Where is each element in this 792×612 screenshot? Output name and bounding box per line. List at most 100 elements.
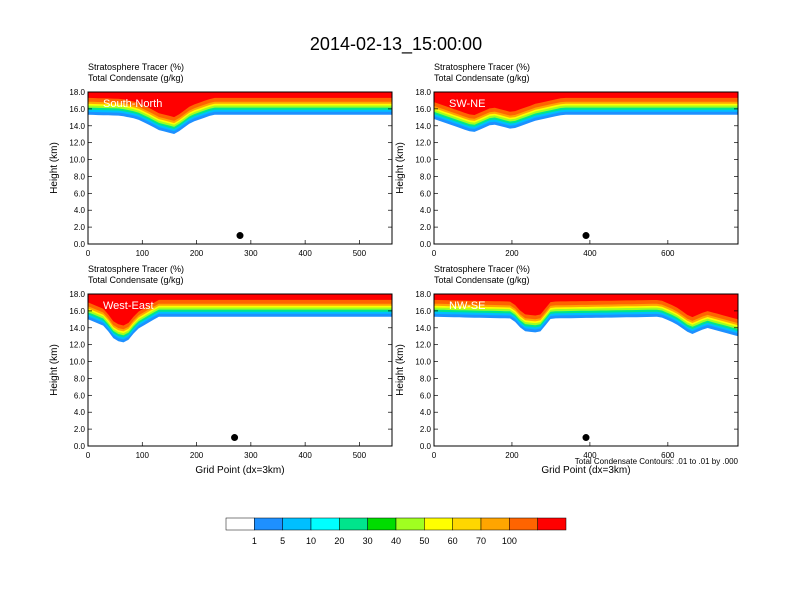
colorbar-swatch bbox=[225, 517, 255, 531]
colorbar-swatch bbox=[254, 517, 283, 531]
y-tick-label: 8.0 bbox=[420, 172, 432, 181]
colorbar-label: 30 bbox=[363, 536, 373, 546]
y-tick-label: 14.0 bbox=[415, 122, 431, 131]
y-tick-label: 16.0 bbox=[415, 307, 431, 316]
panel-header-tracer: Stratosphere Tracer (%) bbox=[88, 62, 184, 72]
y-tick-label: 12.0 bbox=[69, 139, 85, 148]
x-tick-label: 600 bbox=[661, 249, 675, 258]
x-tick-label: 300 bbox=[244, 451, 258, 460]
y-tick-label: 10.0 bbox=[415, 156, 431, 165]
y-tick-label: 6.0 bbox=[420, 189, 432, 198]
y-tick-label: 14.0 bbox=[69, 324, 85, 333]
tracer-band-7 bbox=[88, 294, 392, 326]
x-tick-label: 400 bbox=[298, 451, 312, 460]
panel-header-condensate: Total Condensate (g/kg) bbox=[88, 73, 184, 83]
tracer-field bbox=[434, 92, 738, 132]
panel-0: Stratosphere Tracer (%)Total Condensate … bbox=[49, 62, 393, 258]
y-axis-label: Height (km) bbox=[395, 344, 406, 396]
tracer-field bbox=[88, 92, 392, 134]
figure-title: 2014-02-13_15:00:00 bbox=[310, 34, 482, 55]
colorbar-swatch bbox=[537, 517, 567, 531]
y-tick-label: 10.0 bbox=[69, 156, 85, 165]
x-tick-label: 0 bbox=[432, 249, 437, 258]
y-tick-label: 18.0 bbox=[69, 88, 85, 97]
panel-header-tracer: Stratosphere Tracer (%) bbox=[88, 264, 184, 274]
colorbar-swatch bbox=[395, 517, 425, 531]
y-tick-label: 8.0 bbox=[74, 172, 86, 181]
y-tick-label: 0.0 bbox=[74, 442, 86, 451]
y-tick-label: 18.0 bbox=[415, 290, 431, 299]
x-tick-label: 100 bbox=[136, 249, 150, 258]
x-tick-label: 0 bbox=[86, 249, 91, 258]
plot-frame bbox=[433, 293, 739, 447]
x-axis-label: Grid Point (dx=3km) bbox=[195, 465, 284, 476]
colorbar-label: 5 bbox=[280, 536, 285, 546]
y-tick-label: 0.0 bbox=[420, 442, 432, 451]
x-tick-label: 0 bbox=[432, 451, 437, 460]
y-tick-label: 8.0 bbox=[74, 374, 86, 383]
colorbar-swatch bbox=[339, 517, 368, 531]
y-tick-label: 18.0 bbox=[415, 88, 431, 97]
tracer-band-7 bbox=[88, 92, 392, 118]
panel-2: Stratosphere Tracer (%)Total Condensate … bbox=[49, 264, 393, 476]
plot-frame bbox=[87, 293, 393, 447]
y-tick-label: 0.0 bbox=[420, 240, 432, 249]
location-marker bbox=[236, 232, 244, 240]
x-tick-label: 500 bbox=[353, 451, 367, 460]
colorbar-label: 70 bbox=[476, 536, 486, 546]
y-tick-label: 16.0 bbox=[415, 105, 431, 114]
location-marker bbox=[231, 434, 239, 442]
panel-header-tracer: Stratosphere Tracer (%) bbox=[434, 62, 530, 72]
panel-label: West-East bbox=[103, 300, 154, 312]
y-tick-label: 2.0 bbox=[74, 223, 86, 232]
panel-1: Stratosphere Tracer (%)Total Condensate … bbox=[395, 62, 739, 258]
x-tick-label: 200 bbox=[505, 249, 519, 258]
colorbar-label: 50 bbox=[419, 536, 429, 546]
y-tick-label: 16.0 bbox=[69, 307, 85, 316]
y-tick-label: 14.0 bbox=[415, 324, 431, 333]
x-tick-label: 500 bbox=[353, 249, 367, 258]
colorbar-label: 60 bbox=[448, 536, 458, 546]
x-tick-label: 300 bbox=[244, 249, 258, 258]
x-tick-label: 200 bbox=[190, 249, 204, 258]
colorbar-label: 20 bbox=[334, 536, 344, 546]
y-tick-label: 0.0 bbox=[74, 240, 86, 249]
y-tick-label: 4.0 bbox=[420, 206, 432, 215]
colorbar-swatch bbox=[310, 517, 340, 531]
x-tick-label: 100 bbox=[136, 451, 150, 460]
location-marker bbox=[582, 434, 590, 442]
panel-header-tracer: Stratosphere Tracer (%) bbox=[434, 264, 530, 274]
x-tick-label: 600 bbox=[661, 451, 675, 460]
plot-frame bbox=[433, 91, 739, 245]
panel-label: NW-SE bbox=[449, 300, 485, 312]
y-axis-label: Height (km) bbox=[395, 142, 406, 194]
contour-footnote: Total Condensate Contours: .01 to .01 by… bbox=[575, 457, 739, 466]
tracer-band-7 bbox=[434, 92, 738, 115]
panel-3: Stratosphere Tracer (%)Total Condensate … bbox=[395, 264, 739, 476]
colorbar-swatch bbox=[452, 517, 482, 531]
colorbar-label: 100 bbox=[502, 536, 517, 546]
tracer-band-6 bbox=[88, 294, 392, 330]
y-tick-label: 12.0 bbox=[415, 139, 431, 148]
colorbar-label: 1 bbox=[252, 536, 257, 546]
y-tick-label: 12.0 bbox=[69, 341, 85, 350]
x-tick-label: 200 bbox=[190, 451, 204, 460]
x-tick-label: 400 bbox=[583, 249, 597, 258]
panels: Stratosphere Tracer (%)Total Condensate … bbox=[49, 62, 739, 476]
tracer-field bbox=[434, 294, 738, 337]
colorbar-swatch bbox=[282, 517, 312, 531]
panel-header-condensate: Total Condensate (g/kg) bbox=[88, 275, 184, 285]
panel-header-condensate: Total Condensate (g/kg) bbox=[434, 73, 530, 83]
y-tick-label: 6.0 bbox=[74, 189, 86, 198]
y-tick-label: 18.0 bbox=[69, 290, 85, 299]
y-tick-label: 10.0 bbox=[415, 358, 431, 367]
tracer-field bbox=[88, 294, 392, 343]
y-tick-label: 2.0 bbox=[420, 223, 432, 232]
location-marker bbox=[582, 232, 590, 240]
y-tick-label: 6.0 bbox=[74, 391, 86, 400]
plot-frame bbox=[87, 91, 393, 245]
y-axis-label: Height (km) bbox=[49, 344, 60, 396]
panel-header-condensate: Total Condensate (g/kg) bbox=[434, 275, 530, 285]
y-tick-label: 8.0 bbox=[420, 374, 432, 383]
colorbar-label: 40 bbox=[391, 536, 401, 546]
